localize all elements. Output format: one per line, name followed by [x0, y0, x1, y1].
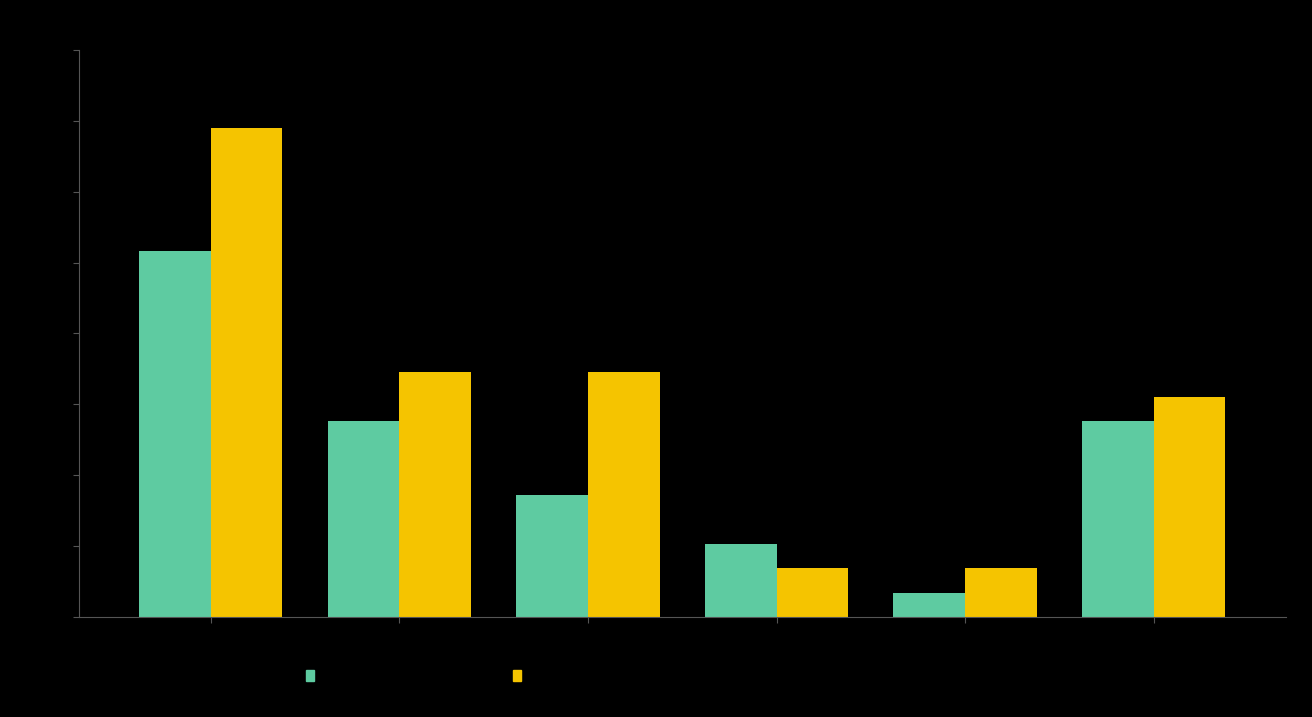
Bar	[966, 568, 1036, 617]
Bar	[1153, 397, 1225, 617]
Bar	[211, 128, 282, 617]
Bar	[328, 421, 399, 617]
Bar	[1082, 421, 1153, 617]
Bar	[705, 543, 777, 617]
Bar	[777, 568, 848, 617]
Bar	[139, 250, 211, 617]
Legend: Continued CT-P13 (n=29), Switch to CT-P13 (n=29): Continued CT-P13 (n=29), Switch to CT-P1…	[306, 669, 697, 683]
Bar	[399, 372, 471, 617]
Bar	[517, 495, 588, 617]
Bar	[893, 592, 966, 617]
Bar	[588, 372, 660, 617]
